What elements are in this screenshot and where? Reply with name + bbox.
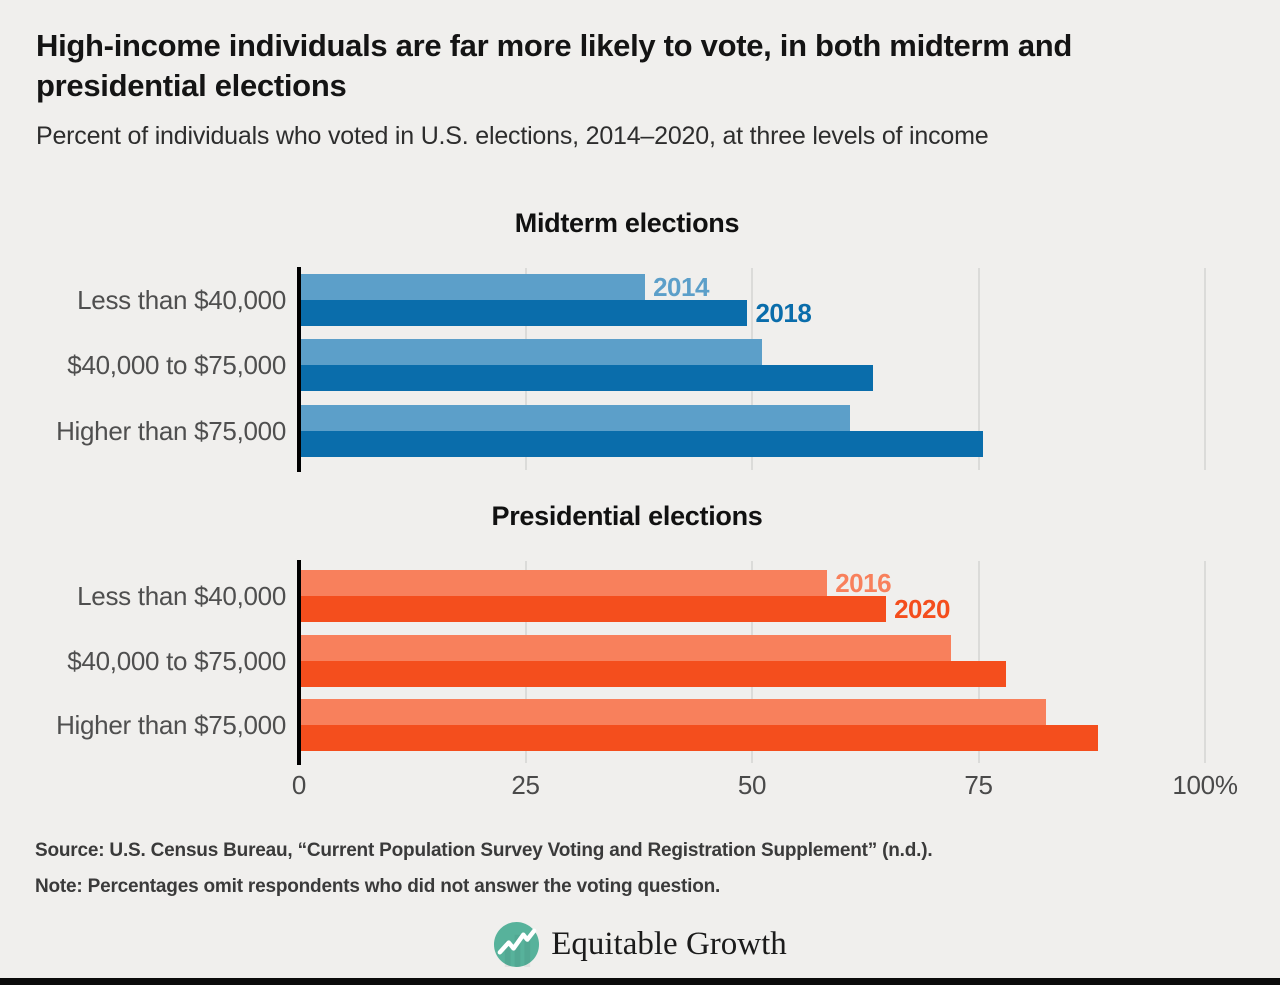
presidential-chart-title: Presidential elections [491, 501, 763, 531]
x-axis-tick-row: 0 25 50 75 100% [0, 770, 1280, 802]
series-year-label-2020: 2020 [894, 594, 950, 624]
category-label: Less than $40,000 [77, 285, 286, 315]
bar-2018-0 [301, 300, 748, 326]
midterm-chart-plot: Less than $40,000 2014 2018 $40,000 to $75,… [0, 266, 1280, 472]
presidential-chart-plot: Less than $40,000 2016 2020 $40,000 to $75,… [0, 559, 1280, 765]
series-year-label-2018: 2018 [755, 298, 812, 328]
equitable-growth-logo: Equitable Growth [0, 918, 1280, 970]
bar-2016-0 [301, 570, 828, 596]
y-axis-line [297, 267, 301, 472]
category-label: $40,000 to $75,000 [67, 350, 286, 381]
category-label: Less than $40,000 [77, 581, 286, 611]
gridline-100 [1204, 268, 1206, 470]
bar-2014-2 [301, 404, 850, 431]
bar-2018-1 [301, 365, 874, 392]
category-label: Higher than $75,000 [56, 415, 286, 446]
logo-wordmark: Equitable Growth [551, 925, 787, 962]
y-axis-line [297, 560, 301, 765]
series-year-label-2014: 2014 [653, 272, 709, 302]
gridline-75 [977, 268, 980, 470]
x-tick-25: 25 [511, 770, 540, 800]
x-tick-0: 0 [291, 770, 307, 800]
page-subtitle: Percent of individuals who voted in U.S.… [36, 122, 989, 150]
bar-2014-1 [301, 339, 762, 366]
bottom-black-bar [0, 978, 1280, 985]
page-title: High-income individuals are far more lik… [36, 28, 1073, 103]
midterm-chart-title: Midterm elections [514, 208, 740, 238]
bar-2014-0 [301, 274, 646, 300]
bar-2016-2 [301, 699, 1047, 726]
logo-chart-circle-icon [494, 921, 540, 967]
x-tick-100%: 100% [1172, 770, 1238, 800]
bar-2020-1 [301, 660, 1006, 687]
category-label: Higher than $75,000 [56, 710, 286, 741]
methodology-note: Note: Percentages omit respondents who d… [35, 876, 721, 897]
x-tick-75: 75 [964, 770, 993, 800]
x-tick-50: 50 [737, 770, 767, 800]
series-year-label-2016: 2016 [835, 568, 892, 598]
category-label: $40,000 to $75,000 [67, 645, 286, 676]
source-note: Source: U.S. Census Bureau, “Current Pop… [35, 840, 933, 861]
bar-2016-1 [301, 634, 952, 661]
bar-2020-2 [301, 725, 1099, 752]
bar-2020-0 [301, 596, 887, 622]
gridline-100 [1204, 561, 1206, 763]
bar-2018-2 [301, 430, 984, 457]
